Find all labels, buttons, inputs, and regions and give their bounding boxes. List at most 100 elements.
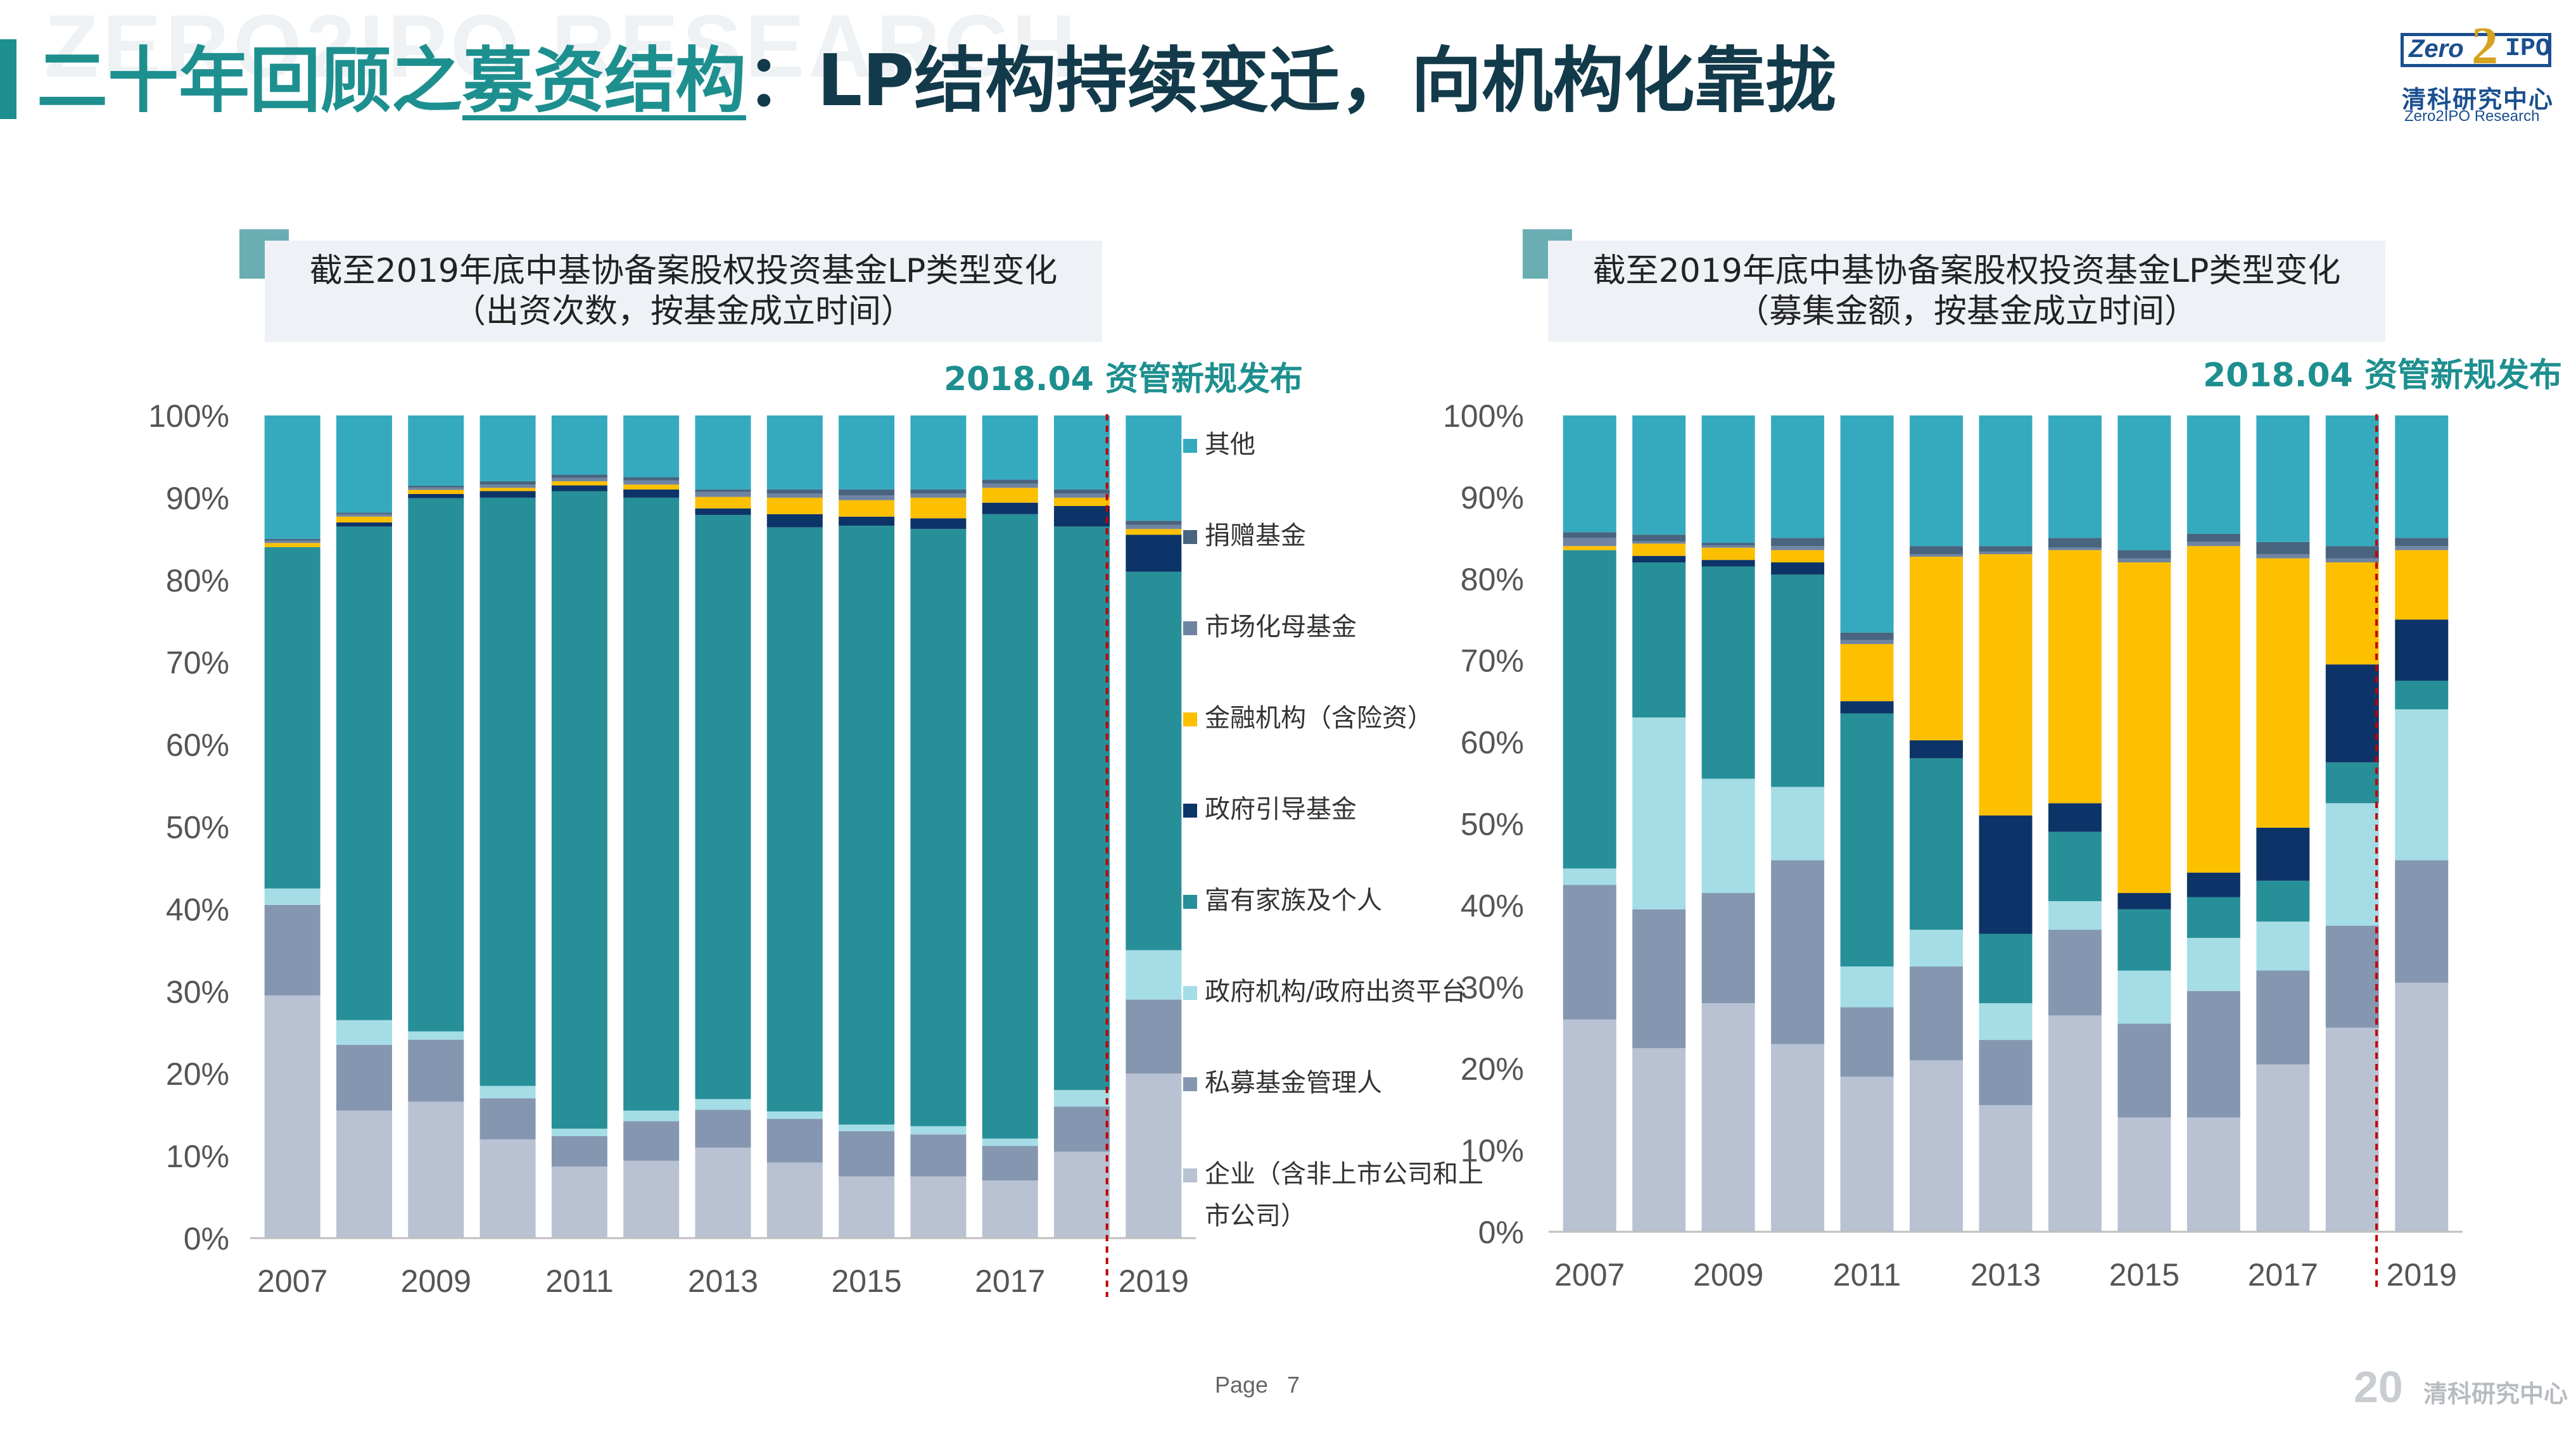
right-bar-segment (2186, 872, 2240, 897)
left-bar-segment (551, 1136, 607, 1167)
logo-two-text: 2 (2471, 16, 2498, 75)
right-bar-segment (1771, 787, 1825, 861)
right-bar-segment (2186, 897, 2240, 938)
left-bar-segment (766, 1118, 823, 1163)
right-bar-segment (2186, 990, 2240, 1118)
right-bar-segment (2325, 1027, 2379, 1232)
left-bar-segment (695, 497, 751, 509)
right-y-tick-label: 60% (1461, 725, 1524, 761)
left-chart-title: 截至2019年底中基协备案股权投资基金LP类型变化 (309, 252, 1058, 290)
left-bar-segment (982, 479, 1038, 484)
left-bar-segment (408, 1039, 464, 1102)
legend-swatch (1183, 986, 1197, 1000)
right-y-tick-label: 100% (1443, 398, 1524, 434)
left-bar-segment (336, 514, 392, 517)
right-bar-segment (2048, 930, 2102, 1016)
right-bar-segment (1979, 554, 2033, 816)
title-part-2: 募资结构 (462, 40, 746, 122)
left-bar-segment (695, 1110, 751, 1148)
left-bar-segment (982, 502, 1038, 514)
right-bar-segment (1979, 552, 2033, 555)
logo-en-text: Zero2IPO Research (2404, 108, 2540, 125)
left-bar-segment (766, 415, 823, 490)
left-bar-segment (910, 415, 967, 490)
right-x-tick-label: 2017 (2248, 1257, 2318, 1293)
right-bar-segment (2325, 803, 2379, 926)
right-bar-segment (1910, 1060, 1964, 1232)
left-bar-segment (1054, 1151, 1110, 1238)
right-bar-segment (2117, 893, 2171, 909)
left-bar-segment (336, 1020, 392, 1045)
page-label: Page (1215, 1372, 1269, 1398)
left-bar-segment (623, 497, 680, 1111)
left-bar-segment (551, 481, 607, 486)
left-bar-segment (479, 1139, 536, 1238)
left-bar-segment (910, 518, 967, 529)
left-bar-segment (695, 415, 751, 490)
left-bar-segment (839, 526, 895, 1125)
left-bar-segment (623, 489, 680, 498)
left-bar-segment (264, 415, 320, 539)
right-policy-annotation: 2018.04 资管新规发布 (2203, 357, 2562, 395)
right-y-tick-label: 50% (1461, 807, 1524, 842)
right-bar-segment (2256, 558, 2310, 828)
left-bar-segment (1054, 415, 1110, 490)
right-bar-segment (2186, 1117, 2240, 1232)
left-bar-segment (1126, 571, 1182, 951)
legend-label: 其他 (1205, 430, 1255, 459)
right-bar-segment (1771, 550, 1825, 563)
left-bar-segment (982, 1138, 1038, 1146)
left-bar-segment (623, 477, 680, 481)
left-bar-segment (695, 489, 751, 492)
left-bar-segment (839, 1131, 895, 1177)
left-bar-segment (551, 474, 607, 478)
right-bar-segment (1840, 643, 1894, 702)
left-bar-segment (264, 995, 320, 1238)
right-bar-segment (2186, 541, 2240, 547)
left-y-tick-label: 80% (166, 563, 229, 598)
left-y-tick-label: 100% (148, 398, 229, 434)
right-bar-segment (1979, 1105, 2033, 1232)
left-policy-annotation: 2018.04 资管新规发布 (944, 360, 1303, 398)
legend-swatch (1183, 621, 1197, 635)
right-bar-segment (2395, 546, 2449, 550)
right-y-tick-label: 90% (1461, 480, 1524, 516)
left-bar-segment (623, 1110, 680, 1122)
logo-ipo-text: IPO (2505, 35, 2551, 63)
right-x-tick-label: 2011 (1833, 1257, 1901, 1293)
right-bar-segment (2186, 937, 2240, 991)
right-bar-segment (1632, 909, 1686, 1048)
right-bar-segment (2325, 664, 2379, 762)
left-bar-segment (695, 1099, 751, 1110)
right-bar-segment (1910, 556, 1964, 741)
left-bar-segment (551, 415, 607, 475)
left-bar-segment (264, 904, 320, 996)
right-y-tick-label: 10% (1461, 1133, 1524, 1168)
right-bar-segment (2395, 982, 2449, 1232)
right-bar-segment (2395, 680, 2449, 710)
legend-swatch (1183, 1168, 1197, 1182)
left-bar-segment (408, 485, 464, 488)
left-bar-segment (766, 1162, 823, 1238)
right-bar-segment (2325, 546, 2379, 559)
left-x-tick-label: 2009 (401, 1263, 471, 1299)
left-x-tick-label: 2011 (545, 1263, 614, 1299)
left-bar-segment (1126, 1073, 1182, 1238)
right-bar-segment (1632, 543, 1686, 556)
title-part-3: ：LP结构持续变迁，向机构化靠拢 (746, 40, 1837, 122)
right-bar-segment (2117, 550, 2171, 559)
left-bar-segment (336, 516, 392, 522)
right-bar-segment (1979, 1003, 2033, 1041)
left-bar-segment (623, 1121, 680, 1161)
left-y-tick-label: 30% (166, 974, 229, 1009)
left-bar-segment (264, 543, 320, 547)
legend-label: 捐赠基金 (1205, 521, 1306, 550)
right-bar-segment (2048, 538, 2102, 548)
right-bar-segment (2117, 909, 2171, 971)
right-bar-segment (1563, 538, 1616, 547)
left-bar-segment (910, 1176, 967, 1238)
title-accent-bar (0, 39, 16, 119)
left-bar-segment (408, 1101, 464, 1238)
right-bar-segment (1771, 562, 1825, 575)
